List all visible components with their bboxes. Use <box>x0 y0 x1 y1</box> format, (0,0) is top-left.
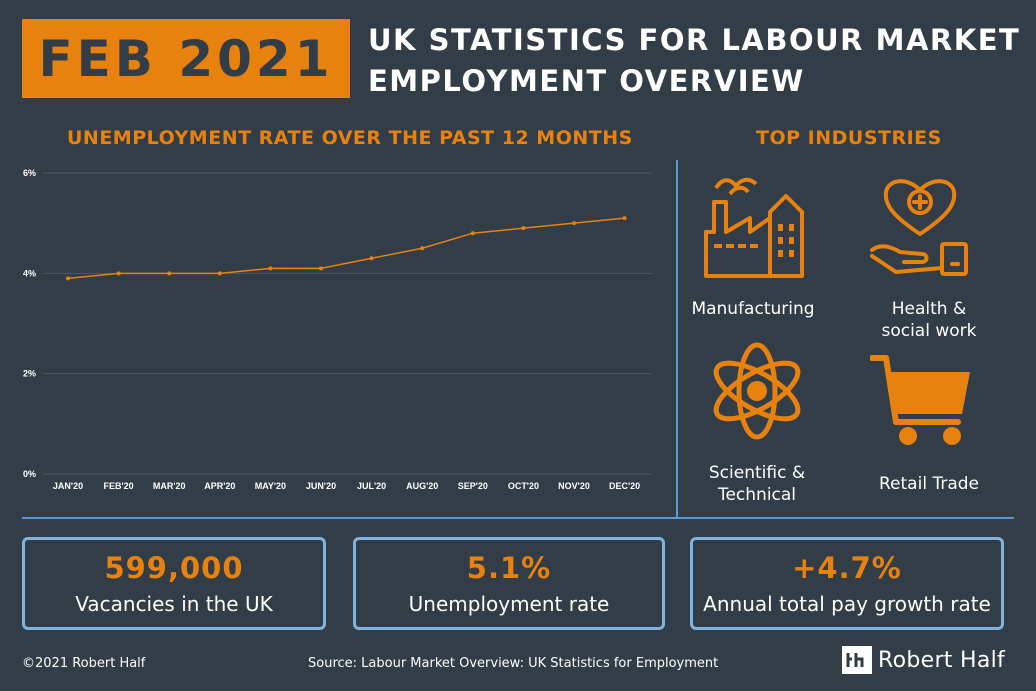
atom-icon <box>713 342 801 440</box>
page-title-line2: EMPLOYMENT OVERVIEW <box>368 64 805 98</box>
industry-label-line: Retail Trade <box>879 474 979 494</box>
chart-points <box>66 216 627 281</box>
shopping-cart-icon <box>870 355 970 445</box>
chart-title: UNEMPLOYMENT RATE OVER THE PAST 12 MONTH… <box>67 127 633 149</box>
stat-label: Annual total pay growth rate <box>703 591 991 616</box>
stat-label: Vacancies in the UK <box>75 591 273 616</box>
x-tick-label: DEC'20 <box>609 481 640 491</box>
x-tick-label: OCT'20 <box>508 481 539 491</box>
y-tick-label: 4% <box>23 268 36 278</box>
stat-box-vacancies: 599,000 Vacancies in the UK <box>22 537 326 630</box>
industry-label-retail: Retail Trade <box>844 473 1014 495</box>
stat-box-unemployment: 5.1% Unemployment rate <box>353 537 665 630</box>
data-point <box>369 256 374 261</box>
data-point <box>572 221 576 226</box>
stat-value: 5.1% <box>466 550 552 585</box>
stat-value: +4.7% <box>792 550 902 585</box>
y-tick-label: 0% <box>23 469 36 479</box>
x-tick-label: SEP'20 <box>458 481 488 491</box>
brand-name: Robert Half <box>878 647 1006 673</box>
industry-label-line: Manufacturing <box>691 299 815 319</box>
industry-label-line: Health & <box>891 299 967 319</box>
data-point <box>167 271 172 276</box>
x-tick-label: MAY'20 <box>255 481 286 491</box>
brand-mark-icon <box>842 646 872 674</box>
unemployment-line-chart: 0%2%4%6% JAN'20 FEB'20 MAR'20 APR'20 MAY'20 J… <box>23 168 652 491</box>
heart-hand-icon <box>870 179 968 276</box>
industry-label-health: Health & social work <box>844 298 1014 342</box>
data-point <box>420 246 425 251</box>
factory-icon <box>704 177 804 278</box>
chart-y-ticks: 0% 2% 4% 6% <box>23 168 36 479</box>
data-point <box>622 216 627 221</box>
data-point <box>217 271 222 276</box>
page-title: UK STATISTICS FOR LABOUR MARKET EMPLOYME… <box>368 20 1028 102</box>
y-tick-label: 2% <box>23 369 36 379</box>
data-point <box>66 276 70 281</box>
industry-label-line: Scientific & <box>708 463 806 483</box>
y-tick-label: 6% <box>23 168 36 178</box>
industries-title: TOP INDUSTRIES <box>756 127 942 149</box>
date-badge-text: FEB 2021 <box>38 29 334 88</box>
x-tick-label: FEB'20 <box>104 481 134 491</box>
data-point <box>116 271 121 276</box>
x-tick-label: APR'20 <box>204 481 235 491</box>
horizontal-divider <box>22 517 1014 519</box>
x-tick-label: NOV'20 <box>558 481 590 491</box>
industry-label-line: social work <box>881 321 977 341</box>
data-point <box>268 266 273 271</box>
x-tick-label: JUL'20 <box>357 481 386 491</box>
x-tick-label: JAN'20 <box>53 481 83 491</box>
date-badge: FEB 2021 <box>22 19 350 98</box>
brand-logo: Robert Half <box>842 646 1005 674</box>
copyright-text: ©2021 Robert Half <box>22 656 146 671</box>
stat-box-pay-growth: +4.7% Annual total pay growth rate <box>690 537 1004 630</box>
stat-label: Unemployment rate <box>408 591 610 616</box>
page-title-line1: UK STATISTICS FOR LABOUR MARKET <box>368 23 1021 57</box>
data-point <box>470 231 475 236</box>
chart-x-ticks: JAN'20 FEB'20 MAR'20 APR'20 MAY'20 JUN'20 JUL'… <box>53 481 640 491</box>
chart-gridlines <box>43 172 652 475</box>
x-tick-label: MAR'20 <box>153 481 186 491</box>
x-tick-label: AUG'20 <box>406 481 438 491</box>
industry-label-manufacturing: Manufacturing <box>668 298 838 320</box>
industry-label-scientific: Scientific & Technical <box>672 462 842 506</box>
data-point <box>319 266 323 271</box>
series-line <box>67 217 625 280</box>
stat-value: 599,000 <box>104 550 244 585</box>
x-tick-label: JUN'20 <box>306 481 336 491</box>
data-point <box>521 226 526 231</box>
source-text: Source: Labour Market Overview: UK Stati… <box>308 656 719 671</box>
vertical-divider <box>676 160 678 518</box>
industry-label-line: Technical <box>717 485 797 505</box>
